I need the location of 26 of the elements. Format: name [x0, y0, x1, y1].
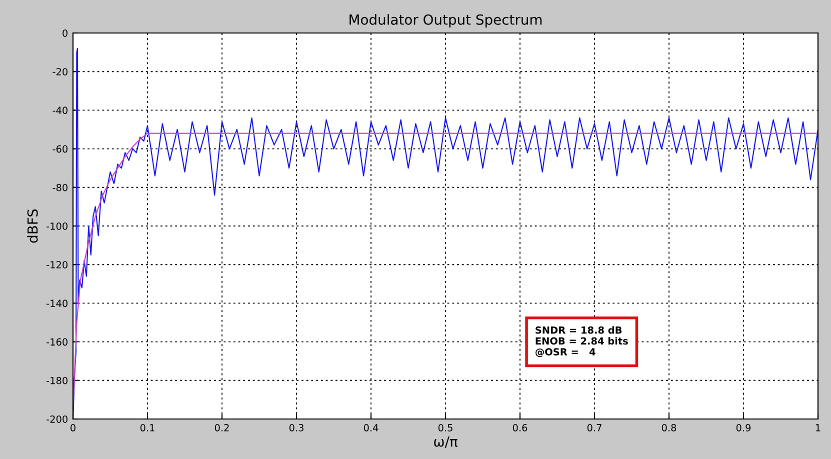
y-tick-label: 0	[62, 29, 68, 37]
x-tick-label: 0.9	[736, 424, 751, 432]
y-tick-label: -20	[52, 68, 68, 76]
y-axis-title: dBFS	[27, 209, 38, 243]
y-tick-label: -80	[52, 184, 68, 192]
x-tick-label: 1	[816, 424, 820, 432]
y-tick-label: -180	[46, 376, 68, 384]
annotation: SNDR = 18.8 dB ENOB = 2.84 bits @OSR = 4	[536, 326, 628, 358]
y-tick-label: -120	[46, 261, 68, 268]
x-axis-title: ω/π	[434, 436, 458, 448]
x-tick-label: 0.5	[438, 424, 452, 432]
x-tick-label: 0.4	[364, 424, 378, 432]
x-tick-label: 0	[70, 424, 76, 432]
x-tick-label: 0.7	[587, 424, 602, 432]
y-tick-label: -140	[46, 300, 68, 308]
chart-title: Modulator Output Spectrum	[350, 14, 542, 28]
y-tick-label: -60	[52, 145, 68, 153]
x-tick-label: 0.2	[214, 424, 229, 432]
y-tick-label: -40	[52, 106, 68, 114]
y-tick-label: -100	[46, 222, 68, 230]
x-tick-label: 0.6	[512, 424, 528, 432]
y-tick-label: -200	[46, 415, 68, 423]
y-tick-label: -160	[46, 338, 68, 346]
x-tick-label: 0.8	[662, 424, 676, 432]
x-tick-label: 0.3	[289, 424, 304, 432]
x-tick-label: 0.1	[140, 424, 154, 432]
